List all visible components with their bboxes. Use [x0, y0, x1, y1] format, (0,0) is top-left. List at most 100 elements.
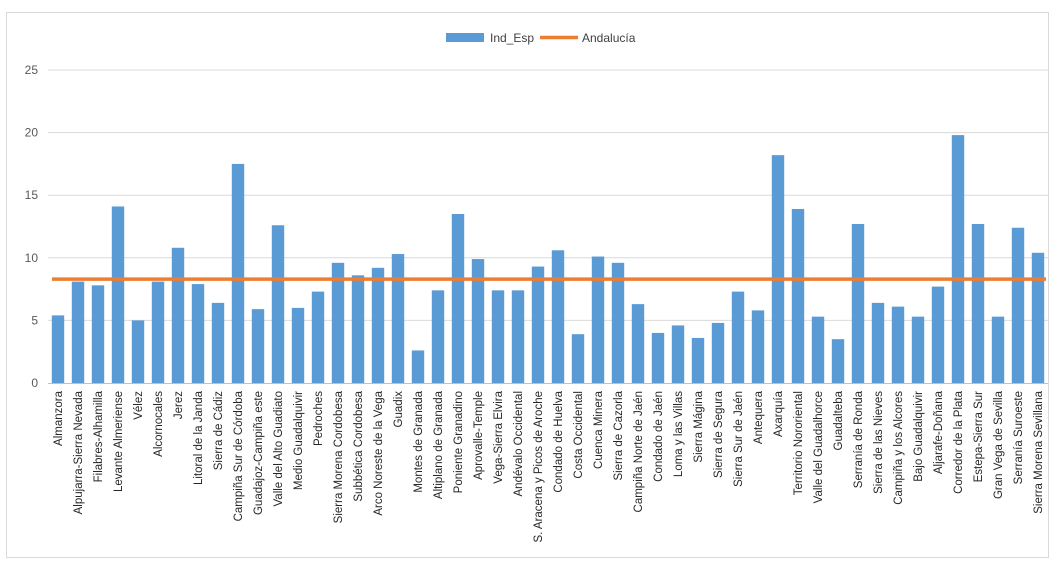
bar	[251, 309, 265, 383]
category-label: Sierra Morena Cordobesa	[333, 390, 345, 523]
bar	[811, 316, 825, 383]
bar	[71, 281, 85, 383]
bar	[951, 135, 965, 383]
bar	[611, 262, 625, 383]
bar	[271, 225, 285, 383]
bar	[131, 320, 145, 383]
category-label: Andévalo Occidental	[513, 391, 525, 496]
category-label: Jerez	[173, 391, 185, 419]
bar	[911, 316, 925, 383]
bar	[171, 247, 185, 383]
category-label: Serranía Suroeste	[1013, 391, 1025, 484]
bar	[531, 266, 545, 383]
category-label: S. Aracena y Picos de Aroche	[533, 391, 545, 543]
y-tick-label: 25	[25, 63, 39, 77]
bar	[591, 256, 605, 383]
category-label: Condado de Huelva	[553, 390, 565, 492]
category-label: Estepa-Sierra Sur	[973, 391, 985, 483]
category-label: Aljarafe-Doñana	[933, 390, 945, 474]
bar	[871, 302, 885, 383]
category-label: Sierra de las Nieves	[873, 391, 885, 494]
category-label: Altiplano de Granada	[433, 390, 445, 499]
category-label: Campiña Norte de Jaén	[633, 391, 645, 512]
category-label: Corredor de la Plata	[953, 390, 965, 494]
category-label: Arco Noreste de la Vega	[373, 390, 385, 515]
category-label: Levante Almeriense	[113, 391, 125, 492]
category-label: Vega-Sierra Elvira	[493, 390, 505, 483]
category-label: Campiña Sur de Córdoba	[233, 390, 245, 521]
bar	[51, 315, 65, 383]
y-axis-ticks: 0 5 10 15 20 25	[25, 63, 39, 390]
category-label: Loma y las Villas	[673, 391, 685, 477]
bar	[491, 290, 505, 383]
category-label: Condado de Jaén	[653, 391, 665, 482]
category-label: Litoral de la Janda	[193, 390, 205, 485]
category-label: Axarquía	[773, 390, 785, 437]
legend-label-ind-esp: Ind_Esp	[490, 31, 534, 45]
y-tick-label: 15	[25, 188, 39, 202]
category-label: Montes de Granada	[413, 390, 425, 492]
bar	[211, 302, 225, 383]
bar	[291, 307, 305, 383]
bar	[711, 322, 725, 383]
bar	[991, 316, 1005, 383]
bar	[411, 350, 425, 383]
category-label: Bajo Guadalquivir	[913, 391, 925, 482]
category-label: Aprovalle-Temple	[473, 391, 485, 480]
legend-swatch-ind-esp	[446, 33, 484, 42]
bar	[311, 291, 325, 383]
bar	[371, 267, 385, 383]
bar	[471, 259, 485, 383]
category-label: Poniente Granadino	[453, 391, 465, 493]
category-label: Filabres-Alhamilla	[93, 390, 105, 482]
category-label: Sierra de Cazorla	[613, 390, 625, 480]
category-label: Medio Guadalquivir	[293, 391, 305, 490]
bar	[91, 285, 105, 383]
bar	[191, 284, 205, 383]
bar	[451, 213, 465, 383]
bar	[391, 254, 405, 383]
bar	[771, 155, 785, 383]
category-label: Sierra Sur de Jaén	[733, 391, 745, 487]
category-label: Valle del Alto Guadiato	[273, 391, 285, 507]
y-tick-label: 5	[31, 313, 38, 327]
category-label: Alpujarra-Sierra Nevada	[73, 390, 85, 514]
category-label: Costa Occidental	[573, 391, 585, 479]
category-label: Alcornocales	[153, 391, 165, 457]
bar	[851, 223, 865, 383]
category-label: Sierra de Segura	[713, 390, 725, 478]
y-tick-label: 20	[25, 126, 39, 140]
bar	[831, 339, 845, 383]
bar	[231, 163, 245, 383]
category-label: Sierra de Cádiz	[213, 391, 225, 471]
category-label: Territorio Nororiental	[793, 391, 805, 495]
bar	[511, 290, 525, 383]
y-tick-label: 0	[31, 376, 38, 390]
category-label: Pedroches	[313, 391, 325, 446]
bar	[791, 208, 805, 383]
category-label: Vélez	[133, 391, 145, 420]
bars	[51, 135, 1045, 383]
category-label: Almanzora	[53, 390, 65, 446]
category-label: Guadix	[393, 391, 405, 428]
category-label: Guadalteba	[833, 390, 845, 450]
bar	[1031, 252, 1045, 383]
category-label: Sierra Morena Sevillana	[1033, 390, 1045, 513]
category-label: Antequera	[753, 390, 765, 444]
bar	[731, 291, 745, 383]
category-label: Campiña y los Alcores	[893, 391, 905, 505]
bar	[111, 206, 125, 383]
bar	[891, 306, 905, 383]
bar	[431, 290, 445, 383]
bar	[651, 332, 665, 383]
category-label: Guadajoz-Campiña este	[253, 391, 265, 515]
category-label: Gran Vega de Sevilla	[993, 390, 1005, 499]
legend: Ind_Esp Andalucía	[446, 31, 636, 45]
category-label: Subbética Cordobesa	[353, 390, 365, 501]
bar	[931, 286, 945, 383]
y-tick-label: 10	[25, 251, 39, 265]
bar	[971, 223, 985, 383]
category-labels: Almanzora Alpujarra-Sierra Nevada Filabres…	[53, 390, 1045, 542]
legend-label-andalucia: Andalucía	[582, 31, 636, 45]
